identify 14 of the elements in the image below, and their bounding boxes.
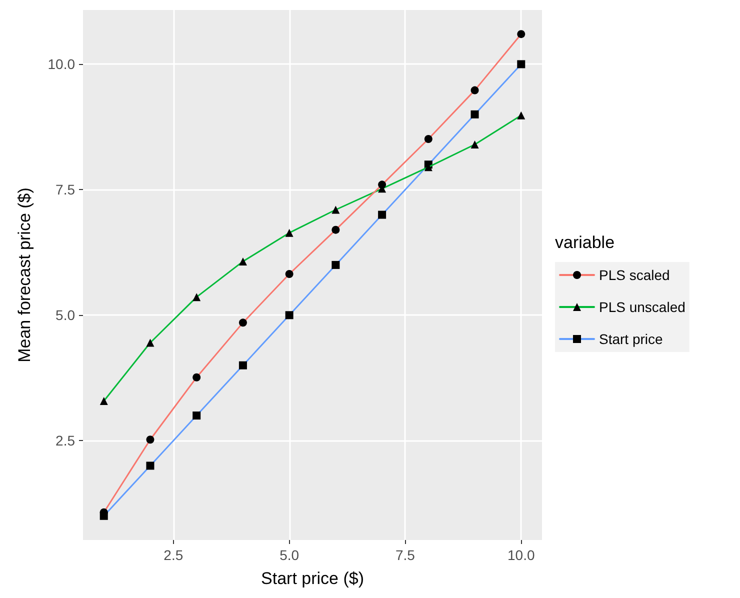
y-tick-label: 2.5 — [56, 432, 76, 449]
x-tick-label: 5.0 — [280, 547, 300, 563]
legend-title: variable — [555, 233, 615, 252]
y-tick-label: 5.0 — [56, 307, 76, 324]
y-tick-label: 10.0 — [48, 56, 76, 72]
y-tick-label: 7.5 — [56, 182, 76, 198]
y-axis-title: Mean forecast price ($) — [15, 188, 34, 362]
legend-label: Start price — [599, 331, 664, 347]
x-tick-label: 10.0 — [508, 547, 535, 563]
legend-label: PLS unscaled — [599, 299, 686, 315]
x-tick-label: 2.5 — [164, 547, 184, 563]
x-axis-title: Start price ($) — [261, 569, 364, 588]
x-tick-label: 7.5 — [395, 547, 416, 563]
legend-label: PLS scaled — [599, 267, 670, 283]
